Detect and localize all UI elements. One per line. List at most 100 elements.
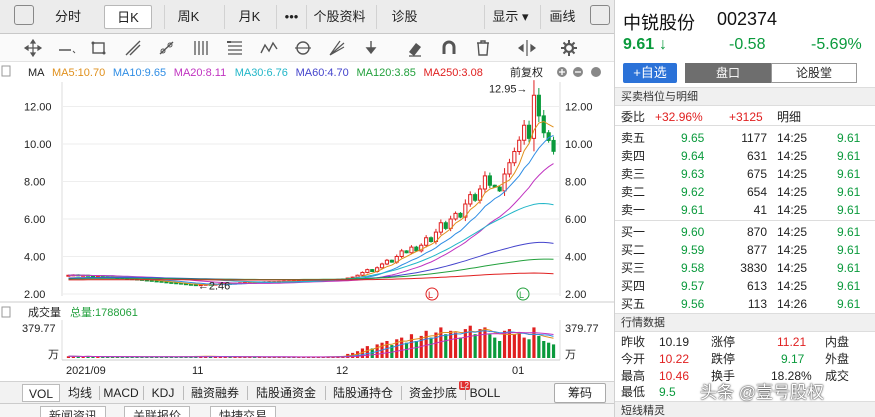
vertical-lines-icon[interactable] (190, 37, 212, 59)
ma-legend-item: MA5:10.70 (52, 67, 105, 79)
price-tick-left: 10.00 (24, 139, 52, 151)
sell-level-row[interactable]: 卖三 9.63 675 14:25 9.61 (615, 165, 875, 183)
tab-weekly-k[interactable]: 周K (164, 5, 212, 29)
event-marker-l-green[interactable] (516, 287, 530, 301)
candle-body (517, 139, 522, 152)
kline-chart[interactable]: MA MA5:10.70 MA10:9.65 MA20:8.11 MA30:6.76 M… (0, 62, 614, 381)
tab-news[interactable]: 新闻资讯 (40, 406, 107, 417)
tab-hk-holding[interactable]: 陆股通持仓 (332, 386, 393, 400)
sell-level-row[interactable]: 卖一 9.61 41 14:25 9.61 (615, 201, 875, 219)
price-tick-left: 12.00 (24, 102, 52, 114)
tab-quick-trade[interactable]: 快捷交易 (210, 406, 277, 417)
draw-line-button[interactable]: 画线 (540, 5, 584, 29)
tab-kdj[interactable]: KDJ (151, 386, 175, 400)
volume-bar (517, 332, 521, 358)
chip-distribution-button[interactable]: 筹码 (554, 383, 606, 403)
buy-level-row[interactable]: 买一 9.60 870 14:25 9.61 (615, 223, 875, 241)
level-label: 卖五 (621, 131, 646, 145)
restore-label[interactable]: 前复权 (510, 65, 543, 79)
volume-ma-line (68, 331, 554, 358)
tab-related-quotes[interactable]: 关联报价 (124, 406, 191, 417)
ray-icon[interactable] (156, 37, 178, 59)
tab-bottom-fishing[interactable]: 资金抄底L2 (402, 381, 470, 402)
tick-time: 14:25 (777, 279, 808, 293)
more-button[interactable]: ••• (276, 5, 306, 29)
volume-bar (429, 337, 433, 358)
tab-order-book[interactable]: 盘口 (685, 63, 771, 83)
candle-body (463, 203, 468, 218)
cycle-icon[interactable] (292, 37, 314, 59)
volume-bar (493, 337, 497, 358)
gear-icon[interactable] (558, 37, 580, 59)
magnet-icon[interactable] (438, 37, 460, 59)
tab-forum[interactable]: 论股堂 (771, 63, 857, 83)
display-dropdown[interactable]: 显示 ▾ (484, 5, 536, 29)
candle-body (379, 263, 385, 269)
volume-bar (434, 332, 438, 358)
svg-text:L: L (519, 290, 524, 300)
trend-line-icon[interactable] (122, 37, 144, 59)
volume-bar (150, 356, 154, 358)
volume-bar (424, 330, 428, 358)
event-marker-l[interactable] (425, 287, 439, 301)
volume-bar (233, 356, 237, 358)
ma-label: MA (28, 67, 45, 79)
candle-body (443, 222, 448, 229)
sell-level-row[interactable]: 卖二 9.62 654 14:25 9.61 (615, 183, 875, 201)
tab-monthly-k[interactable]: 月K (224, 5, 274, 29)
wave-icon[interactable] (258, 37, 280, 59)
trash-icon[interactable] (472, 37, 494, 59)
limit-up: 11.21 (777, 335, 807, 349)
x-tick-0: 2021/09 (66, 365, 106, 377)
tab-macd[interactable]: MACD (103, 386, 139, 400)
candle-body (389, 259, 394, 263)
level-price: 9.61 (681, 203, 705, 217)
short-term-header: 短线精灵 (615, 401, 875, 417)
volume-bar (458, 337, 463, 358)
sidebar-toggle-icon[interactable] (14, 5, 34, 25)
rectangle-icon[interactable] (88, 37, 110, 59)
top-nav: 分时 日K 周K 月K ••• 个股资料 诊股 显示 ▾ 画线 (0, 0, 614, 34)
volume-bar (547, 342, 551, 358)
buy-level-row[interactable]: 买二 9.59 877 14:25 9.61 (615, 241, 875, 259)
eraser-icon[interactable] (404, 37, 426, 59)
expand-icon[interactable] (516, 37, 538, 59)
volume-bar (164, 356, 169, 358)
volume-bar (444, 334, 448, 358)
settings-icon[interactable] (591, 67, 601, 77)
tab-boll[interactable]: BOLL (469, 386, 501, 400)
sell-level-row[interactable]: 卖四 9.64 631 14:25 9.61 (615, 147, 875, 165)
tab-timeshare[interactable]: 分时 (54, 9, 81, 24)
gann-fan-icon[interactable] (326, 37, 348, 59)
arrow-down-icon[interactable] (360, 37, 382, 59)
tab-ma[interactable]: 均线 (67, 386, 92, 400)
buy-level-row[interactable]: 买五 9.56 113 14:26 9.61 (615, 295, 875, 313)
level-label: 买二 (621, 243, 646, 257)
volume-bar (184, 356, 188, 358)
tab-vol[interactable]: VOL (22, 384, 60, 402)
add-favorite-button[interactable]: +自选 (623, 63, 677, 83)
volume-bar (125, 356, 129, 358)
tick-price: 9.61 (837, 243, 861, 257)
horizontal-line-icon[interactable] (56, 37, 78, 59)
fibonacci-icon[interactable] (224, 37, 246, 59)
tab-margin[interactable]: 融资融券 (190, 386, 239, 400)
buy-level-row[interactable]: 买四 9.57 613 14:25 9.61 (615, 277, 875, 295)
candle-body (409, 246, 414, 254)
tab-diagnose[interactable]: 诊股 (376, 5, 432, 29)
volume-bar (527, 339, 531, 358)
buy-level-row[interactable]: 买三 9.58 3830 14:25 9.61 (615, 259, 875, 277)
tab-stock-info[interactable]: 个股资料 (306, 5, 372, 29)
tab-hk-flow[interactable]: 陆股通资金 (255, 386, 316, 400)
volume-bar (213, 356, 218, 358)
max-price-label: 12.95→ (489, 84, 528, 96)
crosshair-icon[interactable] (22, 37, 44, 59)
tab-daily-k[interactable]: 日K (104, 5, 152, 29)
level-price: 9.60 (681, 225, 705, 239)
candle-body (188, 283, 194, 286)
volume-ma-lines (68, 328, 554, 358)
sell-level-row[interactable]: 卖五 9.65 1177 14:25 9.61 (615, 129, 875, 147)
volume-bar (130, 356, 134, 358)
tick-price: 9.61 (837, 297, 861, 311)
panel-toggle-icon[interactable] (590, 5, 610, 25)
